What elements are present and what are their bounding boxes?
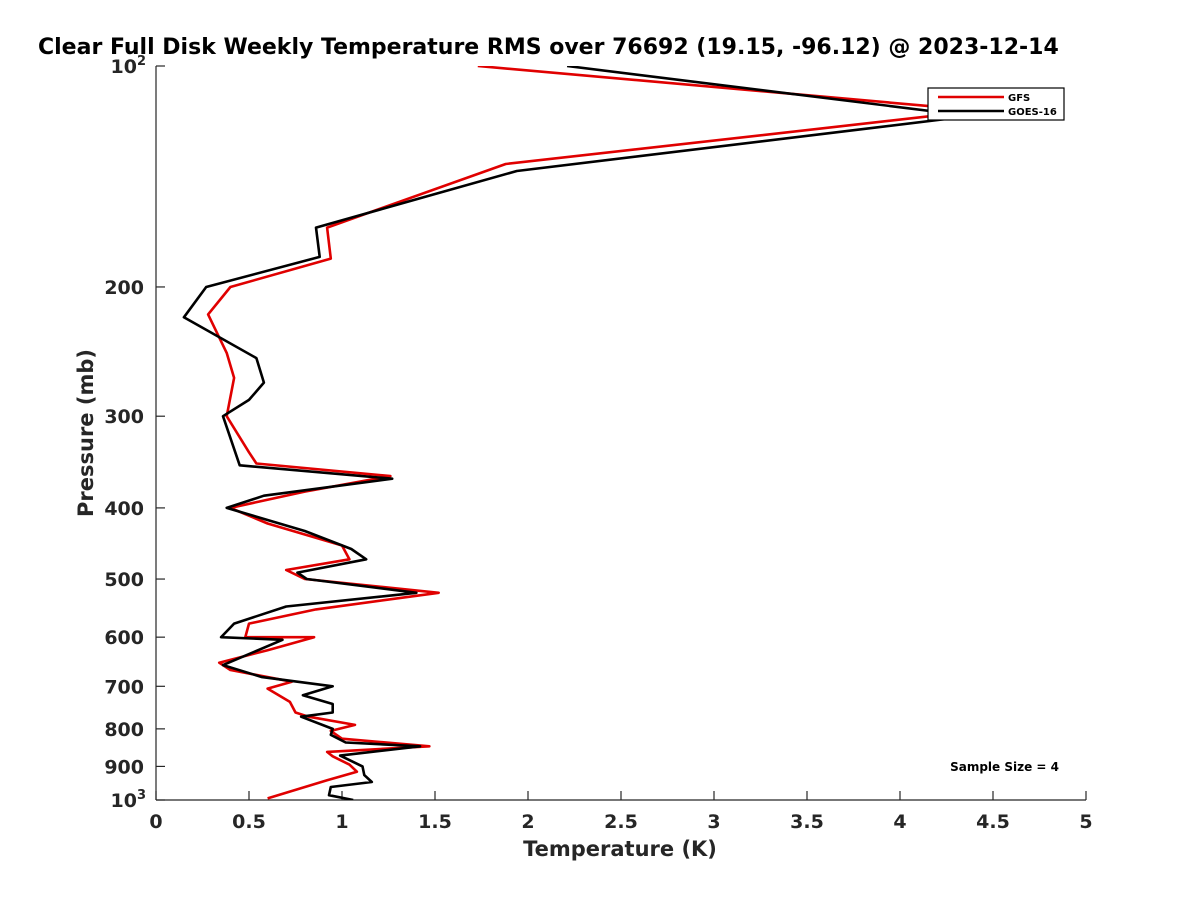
- y-tick-label: 103: [111, 788, 147, 812]
- series-line-goes-16: [182, 66, 972, 800]
- plot-area: 0 0.5 1 1.5 2 2.5 3 3.5 4 4.5 5 102 200 300 400 500 600 7…: [104, 54, 1092, 833]
- x-tick-label: 1: [335, 811, 348, 833]
- x-tick-label: 3.5: [790, 811, 824, 833]
- y-tick-label: 600: [104, 627, 144, 649]
- x-tick-label: 5: [1079, 811, 1092, 833]
- x-tick-label: 4: [893, 811, 906, 833]
- y-tick-label: 700: [104, 676, 144, 698]
- y-tick-label: 400: [104, 498, 144, 520]
- x-tick-label: 3: [707, 811, 720, 833]
- legend-label-gfs: GFS: [1008, 93, 1030, 104]
- x-tick-label: 0.5: [232, 811, 266, 833]
- x-axis-label: Temperature (K): [523, 837, 717, 861]
- legend-box: [927, 87, 1065, 121]
- series-line-gfs: [206, 66, 982, 800]
- y-tick-label: 300: [104, 406, 144, 428]
- x-tick-label: 4.5: [976, 811, 1010, 833]
- y-tick-label: 900: [104, 756, 144, 778]
- y-tick-label: 102: [111, 54, 147, 78]
- y-axis-label: Pressure (mb): [74, 349, 98, 517]
- legend-label-goes-16: GOES-16: [1008, 107, 1057, 118]
- y-tick-label: 800: [104, 719, 144, 741]
- y-tick-label: 200: [104, 277, 144, 299]
- sample-size-annotation: Sample Size = 4: [950, 760, 1059, 774]
- x-tick-label: 2: [521, 811, 534, 833]
- x-tick-label: 0: [149, 811, 162, 833]
- chart-title: Clear Full Disk Weekly Temperature RMS o…: [38, 35, 1059, 60]
- x-tick-label: 1.5: [418, 811, 452, 833]
- x-tick-label: 2.5: [604, 811, 638, 833]
- y-tick-label: 500: [104, 569, 144, 591]
- legend: GFS GOES-16: [927, 87, 1065, 121]
